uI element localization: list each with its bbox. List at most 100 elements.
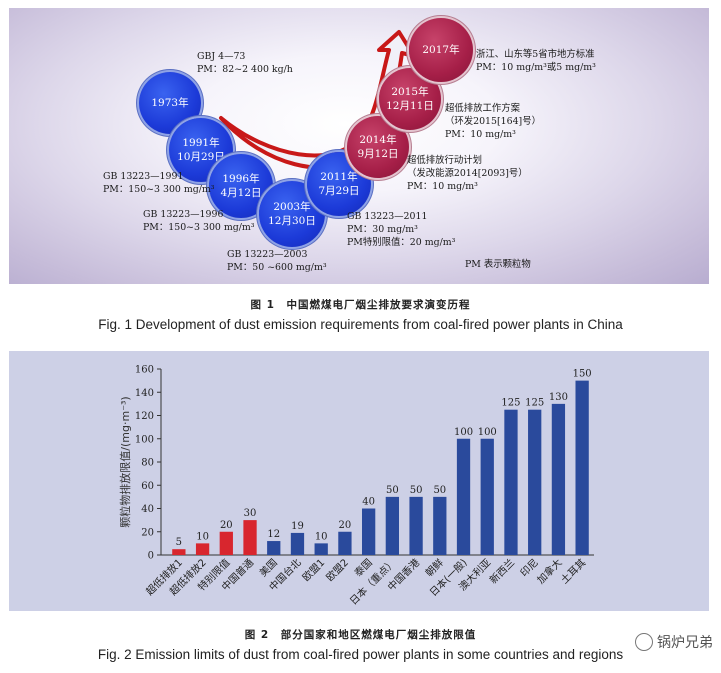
bar xyxy=(575,380,589,555)
bubble-2003-line-2: 12月30日 xyxy=(268,215,316,227)
data-label: 100 xyxy=(454,427,473,438)
data-label: 50 xyxy=(410,485,423,496)
x-tick-label: 土耳其 xyxy=(558,556,588,586)
annotation-line: PM：30 mg/m³ xyxy=(347,224,418,235)
bubble-2014-line-1: 2014年 xyxy=(359,134,397,146)
annotation-2017: 浙江、山东等5省市地方标准 PM：10 mg/m³或5 mg/m³ xyxy=(476,48,596,74)
bar xyxy=(290,532,305,555)
bar xyxy=(314,543,328,555)
watermark-text: 锅炉兄弟 xyxy=(657,635,713,651)
annotation-line: PM：10 mg/m³ xyxy=(407,181,478,192)
data-label: 130 xyxy=(549,392,568,403)
bar xyxy=(456,438,471,555)
bar xyxy=(551,403,566,555)
figure-1-caption-en: Fig. 1 Development of dust emission requ… xyxy=(98,317,623,332)
bar-chart-svg: 020406080100120140160颗粒物排放限值/(mg·m⁻³)5超低… xyxy=(118,365,594,608)
annotation-line: GB 13223—1996 xyxy=(143,209,224,220)
annotation-gb-1996: GB 13223—1996 PM：150~3 300 mg/m³ xyxy=(143,208,255,234)
data-label: 10 xyxy=(315,531,328,542)
y-tick-label: 60 xyxy=(141,481,154,492)
figure-2-caption-en: Fig. 2 Emission limits of dust from coal… xyxy=(97,647,624,662)
bar xyxy=(219,531,233,555)
x-tick-label: 欧盟1 xyxy=(300,557,327,584)
data-label: 50 xyxy=(386,485,399,496)
bar xyxy=(409,496,423,555)
bar xyxy=(172,549,186,555)
annotation-line: 超低排放工作方案 xyxy=(445,103,521,114)
data-label: 12 xyxy=(267,529,280,540)
annotation-line: PM：150~3 300 mg/m³ xyxy=(103,184,215,195)
bubble-1991-line-2: 10月29日 xyxy=(177,151,225,163)
data-label: 150 xyxy=(573,369,592,380)
annotation-line: GB 13223—2011 xyxy=(347,211,428,222)
annotation-line: GB 13223—1991 xyxy=(103,171,184,182)
bubble-1991-line-1: 1991年 xyxy=(182,137,220,149)
bar xyxy=(480,438,494,555)
annotation-line: PM：50 ~600 mg/m³ xyxy=(227,262,327,273)
annotation-line: GBJ 4—73 xyxy=(197,51,246,62)
data-label: 10 xyxy=(196,531,209,542)
bar xyxy=(528,409,542,555)
bubble-2011-line-2: 7月29日 xyxy=(318,185,360,197)
data-label: 125 xyxy=(501,398,520,409)
y-tick-label: 100 xyxy=(135,434,154,445)
pm-note: PM 表示颗粒物 xyxy=(465,259,531,270)
bubble-2015-line-1: 2015年 xyxy=(391,86,429,98)
bubble-1973-line-1: 1973年 xyxy=(151,97,189,109)
data-label: 19 xyxy=(291,521,304,532)
annotation-2014: 超低排放行动计划 （发改能源2014[2093]号） PM：10 mg/m³ xyxy=(407,154,528,193)
bubble-2014-line-2: 9月12日 xyxy=(357,148,399,160)
figure-1-caption-zh: 图 1 中国燃煤电厂烟尘排放要求演变历程 xyxy=(250,299,471,311)
bar xyxy=(243,520,257,555)
annotation-line: PM特别限值：20 mg/m³ xyxy=(347,237,456,248)
bar xyxy=(433,496,447,555)
figure-1-timeline: 1973年 1991年 10月29日 1996年 4月12日 2003年 12月… xyxy=(9,8,709,284)
y-tick-label: 40 xyxy=(141,504,154,515)
data-label: 20 xyxy=(220,520,233,531)
y-tick-label: 20 xyxy=(141,527,154,538)
bar xyxy=(504,409,518,555)
bar xyxy=(361,508,376,555)
bubble-2015-line-2: 12月11日 xyxy=(386,100,434,112)
bar xyxy=(195,543,210,555)
data-label: 30 xyxy=(244,508,257,519)
figure-2-caption-zh: 图 2 部分国家和地区燃煤电厂烟尘排放限值 xyxy=(244,629,477,641)
data-label: 5 xyxy=(176,537,182,548)
data-label: 50 xyxy=(433,485,446,496)
annotation-gbj-1973: GBJ 4—73 PM：82~2 400 kg/h xyxy=(197,50,293,76)
annotation-line: PM：10 mg/m³或5 mg/m³ xyxy=(476,62,596,73)
annotation-line: 超低排放行动计划 xyxy=(407,155,483,166)
y-axis-label: 颗粒物排放限值/(mg·m⁻³) xyxy=(118,396,132,527)
annotation-2015: 超低排放工作方案 （环发2015[164]号） PM：10 mg/m³ xyxy=(445,102,541,141)
bubble-1996-line-2: 4月12日 xyxy=(220,187,262,199)
bubble-2017-line-1: 2017年 xyxy=(422,44,460,56)
x-tick-label: 加拿大 xyxy=(534,556,564,586)
y-tick-label: 160 xyxy=(135,365,154,376)
wechat-logo-icon xyxy=(635,633,653,651)
annotation-line: PM：150~3 300 mg/m³ xyxy=(143,222,255,233)
bubble-2017: 2017年 xyxy=(409,18,473,82)
data-label: 125 xyxy=(525,398,544,409)
annotation-line: （环发2015[164]号） xyxy=(445,116,541,127)
annotation-gb-1991: GB 13223—1991 PM：150~3 300 mg/m³ xyxy=(103,170,215,196)
y-tick-label: 0 xyxy=(148,551,154,562)
data-label: 40 xyxy=(362,497,375,508)
bar xyxy=(338,531,352,555)
figure-2-bar-chart: 0 20 40 60 80 100 120 140 160 颗粒物排放限值/(mg·m⁻³) 5 超低… xyxy=(9,351,709,611)
annotation-gb-2011: GB 13223—2011 PM：30 mg/m³ PM特别限值：20 mg/m… xyxy=(347,210,455,249)
annotation-line: （发改能源2014[2093]号） xyxy=(407,168,528,179)
bar xyxy=(385,496,400,555)
x-tick-label: 新西兰 xyxy=(487,556,517,586)
annotation-line: PM：10 mg/m³ xyxy=(445,129,516,140)
bar xyxy=(267,541,281,555)
bubble-1996-line-1: 1996年 xyxy=(222,173,260,185)
bubble-2003: 2003年 12月30日 xyxy=(259,181,325,247)
annotation-line: PM：82~2 400 kg/h xyxy=(197,64,293,75)
data-label: 20 xyxy=(339,520,352,531)
annotation-line: GB 13223—2003 xyxy=(227,249,308,260)
y-tick-label: 80 xyxy=(141,458,154,469)
data-label: 100 xyxy=(478,427,497,438)
x-tick-label: 欧盟2 xyxy=(324,557,351,584)
bubble-1996: 1996年 4月12日 xyxy=(209,154,273,218)
watermark: 锅炉兄弟 xyxy=(635,632,713,652)
